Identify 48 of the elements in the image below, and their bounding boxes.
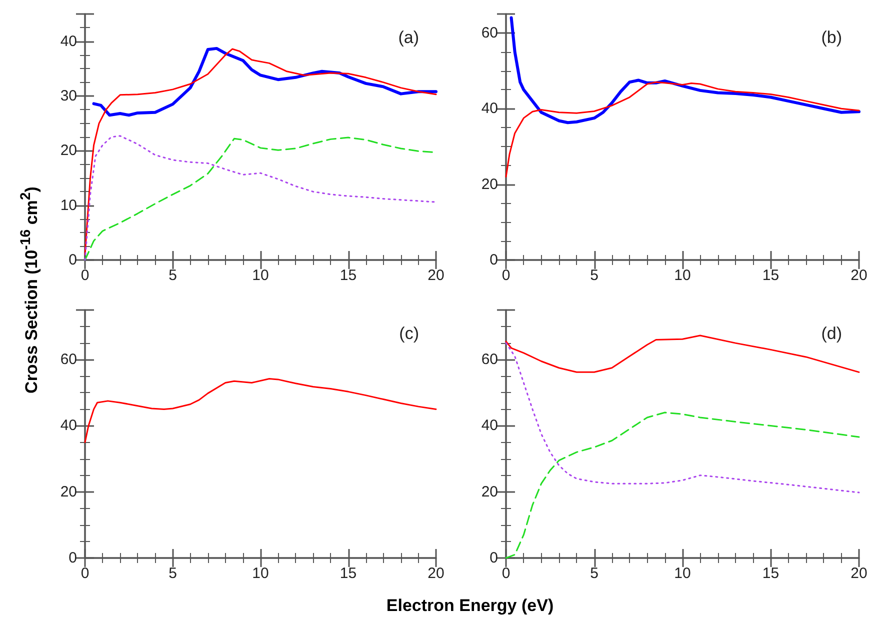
text: (d)	[821, 324, 842, 343]
x-tick-label: 5	[168, 267, 177, 284]
y-tick-label: 30	[60, 88, 77, 104]
x-tick-label: 10	[252, 267, 269, 284]
x-tick-label: 5	[590, 565, 598, 582]
y-tick-label: 40	[60, 417, 77, 434]
x-tick-label: 0	[502, 565, 510, 582]
y-tick-label: 0	[68, 252, 77, 268]
y-tick-label: 60	[60, 351, 77, 368]
y-tick-label: 40	[60, 32, 77, 50]
y-tick-label: 10	[60, 196, 77, 214]
x-tick-label: 5	[168, 565, 177, 582]
y-tick-label: 40	[481, 100, 498, 118]
line-series	[92, 46, 438, 117]
x-tick-label: 10	[674, 565, 691, 582]
y-tick-label: 20	[60, 142, 77, 160]
x-tick-label: 0	[502, 267, 510, 284]
y-tick-label: 20	[60, 483, 77, 500]
y-tick-label: 60	[481, 24, 498, 42]
y-tick-label: 0	[490, 550, 498, 566]
line-series	[505, 342, 860, 494]
line-series	[84, 48, 437, 256]
y-tick-label: 0	[68, 550, 77, 566]
line-series	[84, 378, 437, 444]
x-tick-label: 0	[80, 565, 90, 582]
y-tick-label: 40	[481, 417, 498, 434]
y-tick-label: 60	[481, 351, 498, 368]
x-tick-label: 10	[252, 565, 269, 582]
x-axis-title: Electron Energy (eV)	[386, 596, 554, 616]
line-series	[510, 16, 860, 124]
x-tick-label: 15	[340, 267, 357, 284]
x-tick-label: 5	[590, 267, 598, 284]
x-tick-label: 20	[428, 565, 444, 582]
x-tick-label: 15	[762, 565, 780, 582]
text: (c)	[399, 324, 420, 343]
x-tick-label: 0	[80, 267, 90, 284]
text: (b)	[821, 28, 842, 47]
y-tick-label: 0	[490, 252, 498, 268]
x-tick-label: 10	[674, 267, 691, 284]
x-tick-label: 15	[340, 565, 357, 582]
line-series	[505, 81, 860, 178]
x-tick-label: 20	[428, 267, 444, 284]
x-tick-label: 20	[850, 267, 868, 284]
x-tick-label: 20	[850, 565, 868, 582]
y-tick-label: 20	[481, 483, 498, 500]
x-tick-label: 15	[762, 267, 780, 284]
text: (a)	[398, 28, 420, 47]
y-tick-label: 20	[481, 176, 498, 193]
